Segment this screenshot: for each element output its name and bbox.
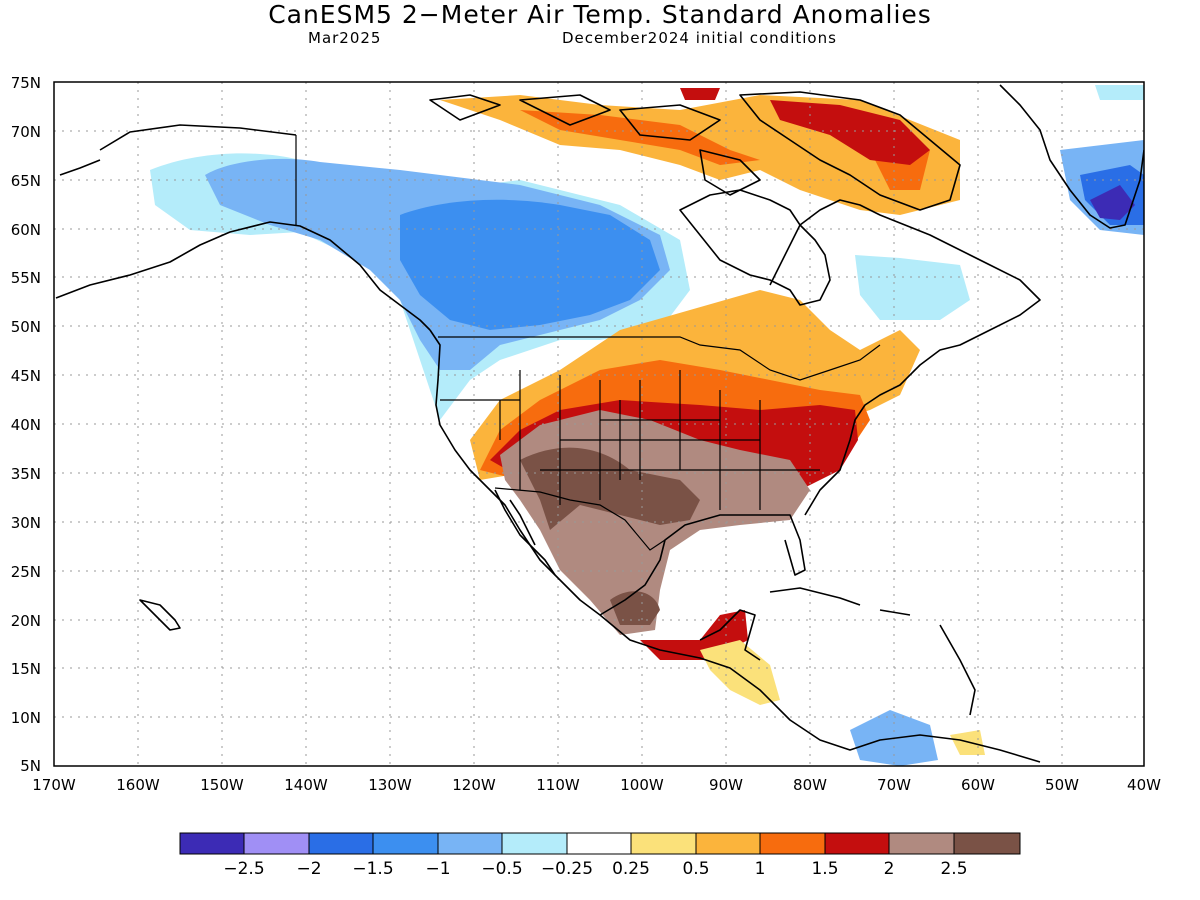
colorbar: −2.5 −2 −1.5 −1 −0.5 −0.25 0.25 0.5 1 1.… [179,832,1021,879]
colorbar-swatch [824,832,890,855]
colorbar-label: 1 [755,859,766,879]
greenland-north-cold-region [1095,85,1144,100]
gulf-coast [599,514,806,661]
lat-label: 20N [11,612,41,630]
lat-label: 50N [11,318,41,336]
greenland-coast [999,84,1144,229]
lat-label: 75N [11,74,41,92]
map-frame [53,81,1145,767]
us-canada-border [438,336,881,381]
east-coast [769,199,1041,516]
lon-label: 70W [877,776,911,794]
colorbar-swatch [566,832,632,855]
map-title: CanESM5 2−Meter Air Temp. Standard Anoma… [268,0,932,29]
lon-label: 140W [284,776,328,794]
anomaly-fields [150,85,1144,766]
lat-label: 70N [11,123,41,141]
labrador-cold-region [855,255,970,320]
baja-california [494,489,556,576]
colorbar-label: 0.5 [682,859,709,879]
arctic-islands [429,91,961,211]
lon-label: 60W [961,776,995,794]
colorbar-swatch [759,832,826,855]
colorbar-swatch [695,832,761,855]
arctic-strong-warm-region [520,110,930,190]
colorbar-swatch [437,832,503,855]
hudson-bay [679,189,831,306]
us-state-lines [440,370,820,510]
longitude-labels: 170W 160W 150W 140W 130W 120W 110W 100W … [32,776,1161,794]
lon-label: 100W [620,776,664,794]
graticule [54,82,1144,766]
valid-month: Mar2025 [308,29,382,47]
colorbar-swatch [372,832,439,855]
colorbar-swatch [243,832,310,855]
political-borders [295,135,881,551]
colorbar-swatch [630,832,697,855]
caribbean-islands [769,587,976,716]
lat-label: 65N [11,172,41,190]
lon-label: 110W [536,776,580,794]
colorbar-label: 2.5 [940,859,967,879]
lon-label: 50W [1045,776,1079,794]
colorbar-label: −1 [425,859,450,879]
colorbar-swatch [888,832,955,855]
lat-label: 10N [11,709,41,727]
colorbar-swatch [501,832,568,855]
hawaii [139,599,181,631]
canada-strong-cold-region [400,199,660,330]
lat-label: 25N [11,563,41,581]
colorbar-label: 0.25 [612,859,650,879]
lon-label: 150W [200,776,244,794]
lon-label: 40W [1127,776,1161,794]
lat-label: 35N [11,465,41,483]
colorbar-label: 1.5 [811,859,838,879]
us-mexico-border [494,487,666,551]
lon-label: 90W [709,776,743,794]
colorbar-label: 2 [884,859,895,879]
lat-label: 5N [20,757,41,775]
lon-label: 160W [116,776,160,794]
initial-conditions: December2024 initial conditions [562,29,837,47]
central-america-warm-region [700,640,780,705]
colorbar-labels: −2.5 −2 −1.5 −1 −0.5 −0.25 0.25 0.5 1 1.… [223,859,967,879]
lat-label: 60N [11,221,41,239]
colorbar-swatch [953,832,1021,855]
lat-label: 45N [11,367,41,385]
latitude-labels: 75N 70N 65N 60N 55N 50N 45N 40N 35N 30N … [11,74,41,775]
lon-label: 120W [452,776,496,794]
lon-label: 170W [32,776,76,794]
colorbar-label: −2.5 [223,859,264,879]
lat-label: 30N [11,514,41,532]
colorbar-label: −2 [296,859,321,879]
colorbar-label: −0.5 [481,859,522,879]
alaska-coast [55,124,431,331]
lat-label: 15N [11,660,41,678]
southwest-core-extreme-region [520,447,700,625]
colorbar-label: −0.25 [541,859,593,879]
colorbar-label: −1.5 [352,859,393,879]
greenland-extreme-cold-region [1090,185,1135,220]
colorbar-swatch [179,832,245,855]
lat-label: 55N [11,269,41,287]
lon-label: 130W [368,776,412,794]
coastlines [55,84,1144,763]
lon-label: 80W [793,776,827,794]
arctic-very-warm-region [680,88,930,165]
colorbar-swatch [308,832,374,855]
lat-label: 40N [11,416,41,434]
